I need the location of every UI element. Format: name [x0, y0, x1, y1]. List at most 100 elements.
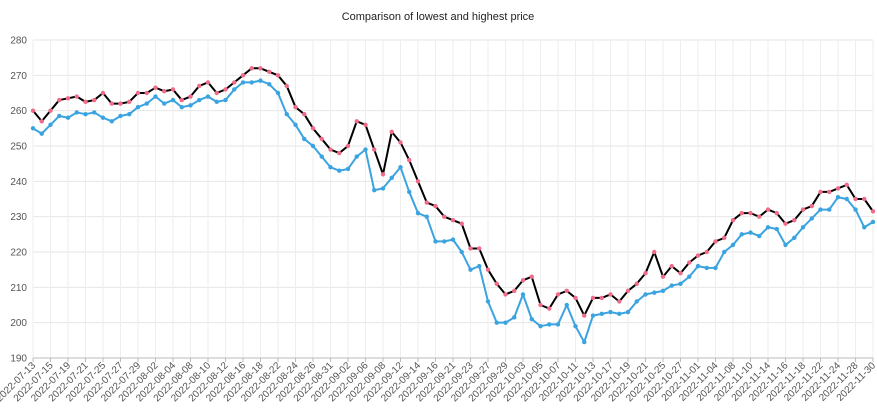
point-marker [57, 113, 62, 119]
point-marker [765, 225, 771, 230]
point-marker [485, 267, 491, 272]
point-marker [844, 196, 849, 202]
point-marker [144, 90, 149, 96]
point-marker [809, 216, 814, 221]
point-marker [450, 237, 456, 242]
point-marker [127, 112, 132, 117]
point-marker [424, 200, 429, 205]
point-marker [363, 122, 368, 128]
point-marker [573, 324, 578, 329]
point-marker [739, 210, 744, 216]
point-marker [83, 99, 88, 105]
point-marker [529, 316, 534, 322]
point-marker [380, 172, 386, 177]
point-marker [503, 292, 508, 297]
point-marker [389, 175, 394, 180]
point-marker [407, 157, 412, 163]
point-marker [319, 154, 324, 159]
y-tick-label: 270 [10, 71, 27, 82]
point-marker [468, 267, 473, 272]
point-marker [39, 119, 44, 124]
point-marker [415, 210, 421, 216]
point-marker [485, 299, 491, 304]
point-marker [345, 166, 351, 172]
point-marker [844, 182, 849, 188]
point-marker [538, 302, 543, 308]
point-marker [240, 80, 246, 85]
point-marker [783, 221, 788, 226]
point-marker [625, 288, 631, 294]
point-marker [162, 89, 167, 94]
point-marker [275, 73, 281, 78]
point-marker [170, 97, 176, 103]
point-marker [459, 249, 464, 255]
point-marker [389, 129, 394, 135]
point-marker [258, 78, 263, 83]
point-marker [223, 87, 228, 92]
point-marker [774, 210, 779, 216]
point-marker [722, 235, 727, 241]
point-marker [267, 69, 272, 75]
point-marker [179, 97, 184, 103]
point-marker [520, 292, 526, 297]
point-marker [380, 186, 386, 191]
point-marker [783, 242, 788, 248]
point-marker [494, 320, 499, 325]
point-marker [660, 274, 666, 279]
y-tick-label: 230 [10, 212, 27, 223]
point-marker [109, 119, 114, 124]
point-marker [74, 94, 79, 99]
point-marker [407, 189, 412, 195]
point-marker [328, 165, 333, 170]
point-marker [652, 249, 657, 255]
point-marker [538, 324, 543, 329]
point-marker [345, 143, 351, 149]
point-marker [267, 81, 272, 87]
point-marker [660, 288, 666, 294]
point-marker [162, 101, 167, 106]
point-marker [529, 274, 534, 279]
point-marker [547, 322, 552, 327]
point-marker [153, 85, 158, 90]
point-marker [520, 278, 526, 283]
point-marker [433, 203, 438, 209]
point-marker [293, 104, 298, 110]
point-marker [608, 292, 613, 297]
point-marker [512, 288, 517, 294]
point-marker [337, 150, 342, 156]
point-marker [302, 136, 307, 142]
point-marker [582, 313, 587, 318]
point-marker [144, 101, 149, 106]
point-marker [792, 218, 797, 223]
point-marker [83, 112, 88, 117]
point-marker [398, 165, 403, 170]
point-marker [433, 239, 438, 244]
point-marker [372, 187, 377, 193]
point-marker [205, 94, 211, 99]
point-marker [853, 196, 858, 202]
point-marker [442, 214, 447, 219]
point-marker [862, 196, 867, 202]
point-marker [774, 226, 779, 232]
point-marker [415, 179, 421, 184]
point-marker [757, 214, 762, 219]
point-marker [809, 203, 814, 209]
y-tick-label: 280 [10, 36, 27, 47]
point-marker [30, 126, 36, 131]
point-marker [153, 94, 158, 99]
point-marker [240, 73, 246, 78]
point-marker [442, 239, 447, 244]
point-marker [827, 207, 832, 212]
point-marker [503, 320, 508, 325]
point-marker [608, 309, 613, 315]
point-marker [634, 299, 639, 304]
point-marker [100, 115, 106, 120]
point-marker [573, 295, 578, 301]
chart-title: Comparison of lowest and highest price [342, 11, 535, 23]
point-marker [100, 90, 106, 96]
point-marker [188, 94, 193, 99]
y-tick-label: 260 [10, 106, 27, 117]
y-tick-label: 200 [10, 318, 27, 329]
point-marker [590, 313, 596, 318]
